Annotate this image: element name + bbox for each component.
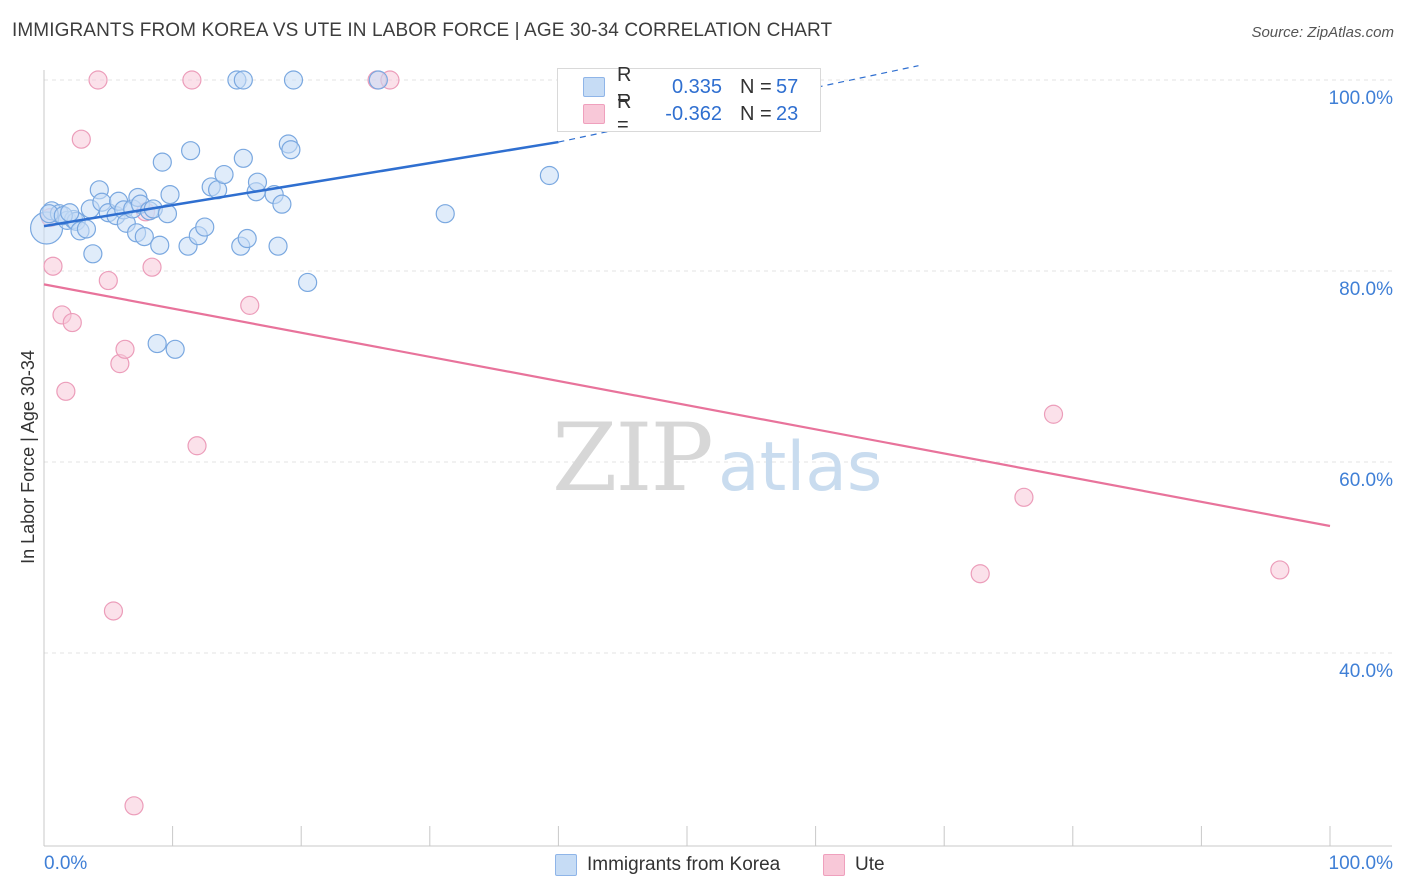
korea-point: [152, 152, 172, 172]
axes: [43, 70, 1392, 847]
stats-row-ute: R = -0.362 N = 23: [558, 91, 820, 136]
x-tick-label: 100.0%: [1329, 853, 1394, 874]
ute-point: [43, 256, 63, 276]
ute-point: [56, 381, 76, 401]
watermark-zip: ZIP: [552, 404, 712, 513]
ute-point: [103, 601, 124, 621]
y-tick-label: 40.0%: [1339, 661, 1393, 682]
y-tick-label: 100.0%: [1329, 88, 1394, 109]
ute-point: [115, 339, 135, 359]
ute-point: [1270, 560, 1290, 580]
chart-title: IMMIGRANTS FROM KOREA VS UTE IN LABOR FO…: [12, 20, 833, 41]
korea-point: [233, 148, 253, 168]
ute-point: [88, 70, 108, 90]
korea-legend-swatch: [555, 854, 577, 876]
korea-point: [60, 203, 80, 223]
legend-item-ute[interactable]: Ute: [823, 852, 885, 878]
ute-point: [71, 129, 91, 149]
korea-point: [272, 194, 292, 214]
ute-point: [1014, 487, 1034, 507]
ute-point: [62, 312, 82, 333]
ute-point: [240, 295, 260, 315]
ute-point: [970, 564, 990, 584]
n-value: 57: [776, 75, 799, 98]
r-label: R =: [617, 64, 632, 109]
korea-point: [283, 70, 304, 90]
korea-point: [165, 339, 185, 359]
watermark-atlas: atlas: [718, 428, 882, 507]
ute-point: [182, 70, 202, 90]
korea-point: [134, 227, 154, 247]
stats-legend: R = 0.335 N = 57 R = -0.362 N = 23: [557, 64, 821, 136]
korea-point: [181, 141, 201, 161]
source-credit: Source: ZipAtlas.com: [1251, 24, 1394, 41]
korea-point: [214, 164, 234, 185]
korea-point: [435, 204, 455, 224]
ute-point: [98, 270, 118, 291]
korea-point: [247, 172, 268, 192]
r-value: -0.362: [665, 102, 722, 125]
legend-label-korea: Immigrants from Korea: [587, 854, 781, 875]
korea-point: [195, 217, 215, 237]
korea-point: [368, 70, 388, 90]
watermark: ZIP atlas: [552, 404, 882, 513]
korea-point: [237, 228, 257, 249]
korea-point: [147, 333, 167, 354]
korea-point: [281, 140, 301, 160]
n-label: N =: [740, 75, 772, 98]
korea-point: [298, 272, 318, 293]
y-tick-label: 60.0%: [1339, 470, 1393, 491]
korea-swatch: [583, 77, 605, 97]
r-value: 0.335: [671, 75, 722, 98]
ute-point: [142, 257, 162, 277]
korea-point: [233, 70, 253, 90]
gridlines: [44, 79, 1392, 654]
ute-point: [187, 436, 207, 456]
stats-row-korea: R = 0.335 N = 57: [558, 64, 820, 109]
korea-points: [29, 70, 559, 359]
ute-point: [1043, 404, 1064, 424]
trend-lines: [43, 65, 1331, 528]
korea-point: [160, 185, 180, 205]
ute-point: [124, 796, 144, 816]
y-tick-label: 80.0%: [1339, 279, 1393, 300]
korea-point: [83, 244, 103, 264]
legend-item-korea[interactable]: Immigrants from Korea: [555, 852, 780, 878]
korea-trend-line: [43, 140, 559, 228]
ute-legend-swatch: [823, 854, 845, 876]
n-value: 23: [776, 102, 799, 125]
korea-point: [150, 235, 170, 255]
ute-trend-line: [43, 283, 1331, 528]
tick-labels: 40.0% 60.0% 80.0% 100.0% 0.0% 100.0%: [44, 88, 1393, 874]
x-tick-label: 0.0%: [44, 853, 87, 874]
ute-swatch: [583, 104, 605, 124]
n-label: N =: [740, 102, 772, 125]
legend-label-ute: Ute: [855, 854, 885, 875]
korea-point: [268, 236, 288, 256]
korea-point: [76, 219, 97, 239]
korea-point: [539, 165, 559, 186]
r-label: R =: [617, 91, 632, 136]
y-axis-label: In Labor Force | Age 30-34: [18, 350, 38, 564]
series-legend: Immigrants from Korea Ute: [0, 852, 1406, 878]
